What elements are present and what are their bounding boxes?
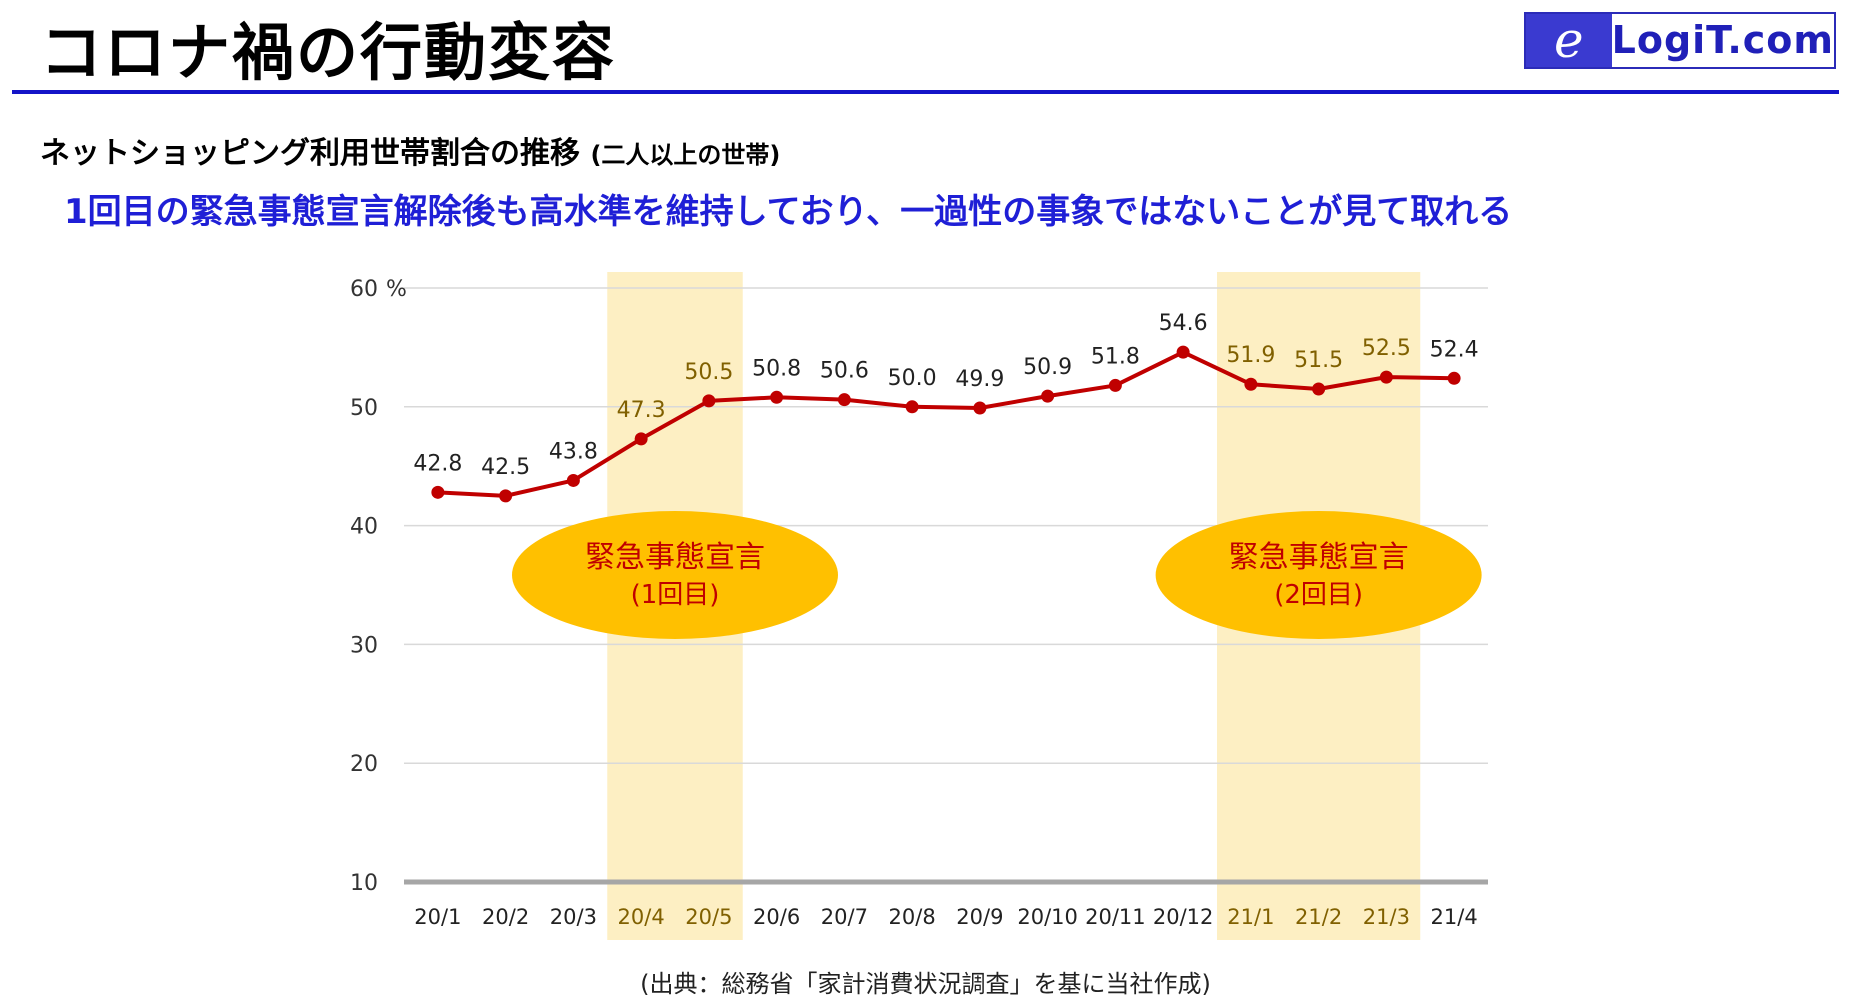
headline-message: 1回目の緊急事態宣言解除後も高水準を維持しており、一過性の事象ではないことが見て…	[64, 192, 1513, 232]
x-tick-label: 20/2	[482, 905, 529, 929]
emergency-ellipse-1	[512, 511, 838, 639]
subtitle-main: ネットショッピング利用世帯割合の推移	[40, 136, 580, 171]
data-point	[973, 401, 987, 415]
data-labels: 42.8 42.5 43.8 47.3 50.5 50.8 50.6 50.0 49.9 50.9…	[413, 311, 1478, 480]
x-tick-label: 20/1	[414, 905, 461, 929]
data-label: 50.5	[684, 360, 733, 385]
data-point	[770, 390, 784, 404]
logo-text: LogiT.com	[1611, 18, 1834, 62]
data-point	[499, 489, 513, 503]
chart-subtitle: ネットショッピング利用世帯割合の推移 (二人以上の世帯)	[40, 128, 780, 172]
y-tick-label: 50	[350, 396, 378, 421]
data-label: 51.5	[1294, 348, 1343, 373]
x-tick-label: 20/7	[821, 905, 868, 929]
data-point	[1312, 382, 1326, 396]
x-tick-label: 20/9	[956, 905, 1003, 929]
data-point	[1447, 371, 1461, 385]
data-label: 50.6	[820, 359, 869, 384]
emergency-sublabel-2: (2回目)	[1274, 580, 1363, 610]
data-point	[634, 432, 648, 446]
data-point	[905, 400, 919, 414]
y-axis-unit: %	[386, 277, 407, 302]
emergency-callouts: 緊急事態宣言 (1回目) 緊急事態宣言 (2回目)	[512, 511, 1482, 639]
emergency-sublabel-1: (1回目)	[631, 580, 720, 610]
source-note: (出典：総務省「家計消費状況調査」を基に当社作成)	[640, 970, 1211, 998]
title-divider	[12, 90, 1839, 94]
emergency-label-2: 緊急事態宣言	[1229, 540, 1409, 575]
data-point	[1244, 377, 1258, 391]
y-tick-label: 40	[350, 515, 378, 540]
data-label: 49.9	[955, 367, 1004, 392]
x-tick-label: 20/10	[1017, 905, 1078, 929]
data-point	[431, 485, 445, 499]
emergency-ellipse-2	[1155, 511, 1482, 639]
data-point	[1041, 389, 1055, 403]
logo-mark: e	[1526, 14, 1612, 67]
data-label: 50.0	[888, 366, 937, 391]
y-tick-label: 10	[350, 871, 378, 896]
x-tick-label: 20/3	[550, 905, 597, 929]
data-label: 47.3	[617, 398, 666, 423]
data-label: 52.5	[1362, 336, 1411, 361]
data-point	[1176, 345, 1190, 359]
x-tick-label: 20/6	[753, 905, 800, 929]
y-tick-label: 60	[350, 277, 378, 302]
data-point	[837, 393, 851, 407]
company-logo: e LogiT.com	[1524, 12, 1836, 69]
series-line-path	[437, 350, 1455, 498]
data-label: 51.9	[1226, 343, 1275, 368]
y-axis-labels: 10 20 30 40 50 60%	[350, 277, 407, 896]
subtitle-note: (二人以上の世帯)	[590, 141, 781, 169]
emergency-label-1: 緊急事態宣言	[585, 540, 765, 575]
x-tick-label: 21/1	[1227, 905, 1274, 929]
slide-title: コロナ禍の行動変容	[40, 16, 617, 89]
x-tick-label: 20/12	[1153, 905, 1214, 929]
y-tick-label: 30	[350, 633, 378, 658]
x-tick-label: 20/5	[685, 905, 732, 929]
data-label: 42.5	[481, 455, 530, 480]
x-tick-label: 20/11	[1085, 905, 1146, 929]
data-label: 42.8	[413, 451, 462, 476]
data-label: 50.8	[752, 356, 801, 381]
data-point	[702, 394, 716, 408]
data-label: 54.6	[1159, 311, 1208, 336]
x-tick-label: 20/4	[618, 905, 665, 929]
data-label: 52.4	[1430, 337, 1479, 362]
x-tick-label: 21/4	[1431, 905, 1478, 929]
data-label: 50.9	[1023, 355, 1072, 380]
x-tick-label: 21/2	[1295, 905, 1342, 929]
series-line	[431, 345, 1461, 503]
data-point	[1108, 378, 1122, 392]
x-tick-label: 20/8	[889, 905, 936, 929]
y-tick-label: 20	[350, 752, 378, 777]
data-label: 43.8	[549, 439, 598, 464]
x-tick-label: 21/3	[1363, 905, 1410, 929]
data-label: 51.8	[1091, 344, 1140, 369]
data-point	[566, 473, 580, 487]
data-point	[1379, 370, 1393, 384]
x-axis-labels: 20/1 20/2 20/3 20/4 20/5 20/6 20/7 20/8 20/9 20/1…	[414, 905, 1477, 929]
